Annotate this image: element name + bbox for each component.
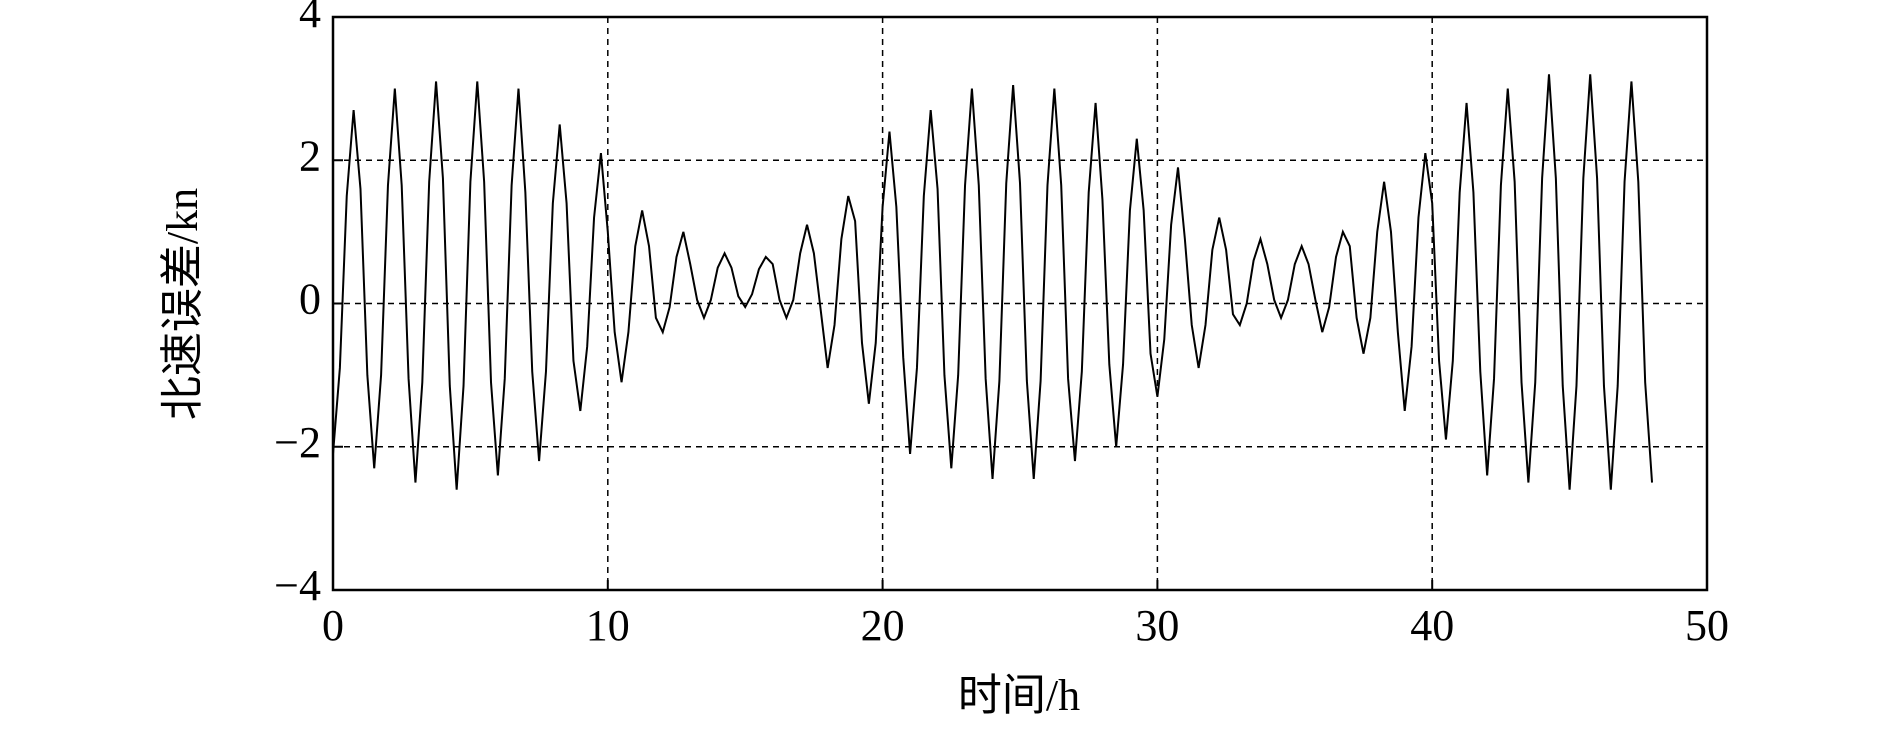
- x-tick-label: 10: [586, 601, 630, 650]
- x-tick-label: 40: [1410, 601, 1454, 650]
- x-axis-label: 时间/h: [958, 671, 1080, 720]
- plot-frame: [331, 15, 1709, 592]
- y-axis-label: 北速误差/kn: [158, 188, 207, 420]
- y-tick-label: 0: [299, 275, 321, 324]
- y-tick-label: 2: [299, 131, 321, 180]
- x-tick-label: 20: [861, 601, 905, 650]
- x-tick-label: 30: [1135, 601, 1179, 650]
- x-tick-label: 50: [1685, 601, 1729, 650]
- y-tick-label: −4: [274, 561, 321, 610]
- y-tick-label: −2: [274, 418, 321, 467]
- y-tick-label: 4: [299, 0, 321, 37]
- data-line: [332, 74, 1654, 490]
- x-tick-label: 0: [322, 601, 344, 650]
